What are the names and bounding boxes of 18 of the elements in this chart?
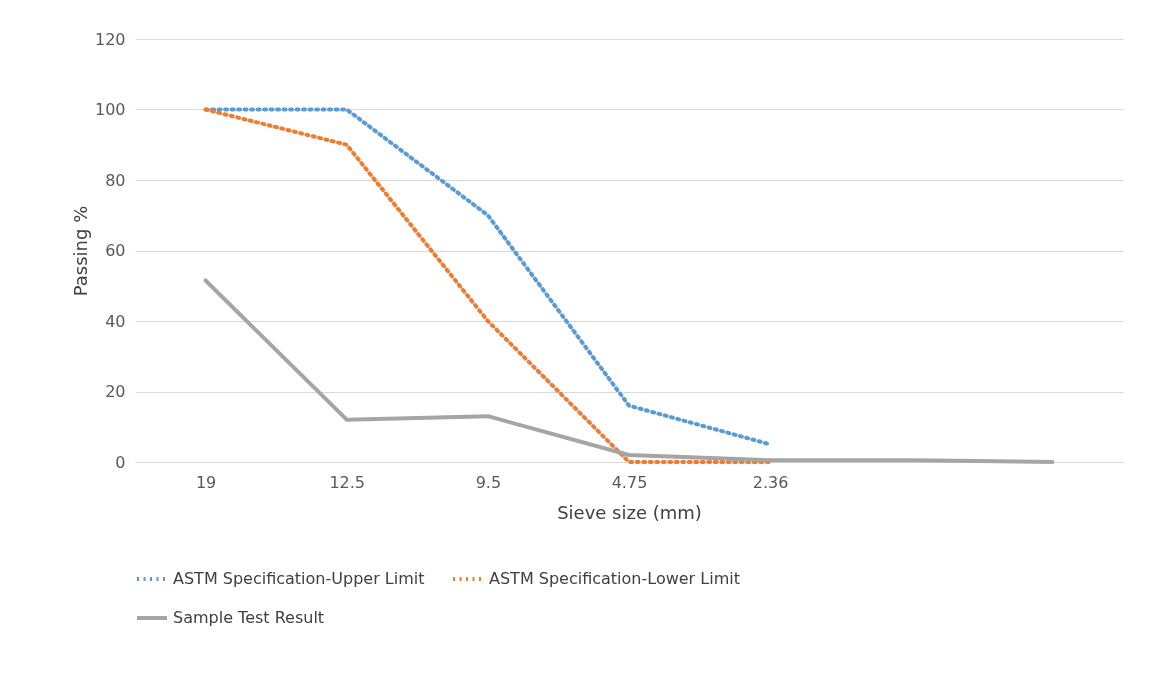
y-tick-label: 0 (115, 452, 126, 472)
x-tick-label: 12.5 (329, 472, 366, 492)
y-tick-label: 80 (105, 170, 126, 190)
x-tick-label: 19 (195, 472, 217, 492)
legend-label: ASTM Specification-Lower Limit (489, 569, 740, 588)
y-tick-label: 20 (105, 382, 126, 401)
y-tick-label: 100 (94, 100, 126, 119)
x-tick-label: 2.36 (752, 472, 789, 492)
x-axis-title: Sieve size (mm) (557, 501, 702, 523)
y-axis-title: Passing % (69, 205, 91, 297)
y-tick-label: 40 (105, 311, 126, 331)
legend-label: ASTM Specification-Upper Limit (173, 569, 425, 588)
y-tick-label: 120 (94, 29, 126, 49)
legend-label: Sample Test Result (173, 608, 325, 627)
x-tick-label: 9.5 (475, 472, 502, 492)
y-tick-label: 60 (105, 241, 126, 260)
x-tick-label: 4.75 (611, 472, 648, 492)
line-series (203, 278, 1055, 464)
